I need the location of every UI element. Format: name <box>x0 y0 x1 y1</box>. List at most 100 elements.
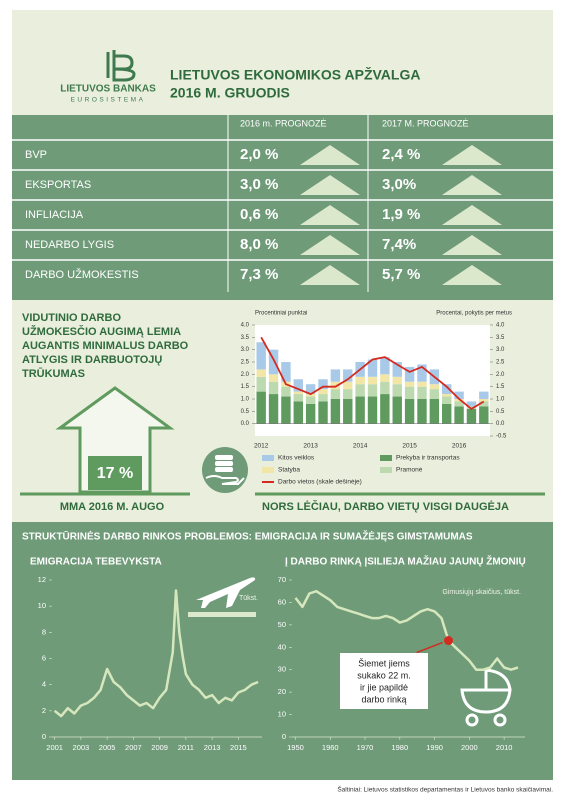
x-tick-label: 1990 <box>426 743 443 752</box>
forecast-value: 3,0 % <box>240 176 278 193</box>
bar-segment <box>479 399 489 402</box>
logo <box>106 50 136 82</box>
row-label: BVP <box>25 149 47 161</box>
forecast-value: 2,0 % <box>240 146 278 163</box>
y-tick-label: 1.5 <box>241 384 250 390</box>
bar-segment <box>417 399 427 424</box>
triangle <box>300 175 360 195</box>
triangle <box>442 205 502 225</box>
bar-segment <box>305 384 316 395</box>
column-header: 2016 m. PROGNOZĖ <box>240 118 327 128</box>
bar-segment <box>318 394 328 402</box>
bar-segment <box>442 396 452 404</box>
bar-segment <box>454 401 464 407</box>
bar-segment <box>268 394 279 424</box>
y2-tick-label: 1.5 <box>496 384 505 390</box>
bar-segment <box>380 394 390 424</box>
bar-segment <box>404 399 415 424</box>
bar-segment <box>429 389 440 399</box>
bar-segment <box>305 396 316 404</box>
y-tick-label: 6 <box>42 653 46 662</box>
bar-segment <box>479 406 489 424</box>
y-tick-label: 4 <box>42 680 46 689</box>
bar-segment <box>404 366 415 382</box>
bar-segment <box>417 381 427 387</box>
bar-segment <box>380 357 390 375</box>
bar-segment <box>367 396 378 424</box>
y-tick-label: 40 <box>278 642 286 651</box>
annotation-box <box>340 653 428 709</box>
row-label: INFLIACIJA <box>25 209 84 221</box>
forecast-value: 7,4% <box>382 236 416 253</box>
y-tick-label: 10 <box>38 601 46 610</box>
y2-tick-label: 2.0 <box>496 372 505 378</box>
plane <box>196 577 256 608</box>
triangle <box>442 175 502 195</box>
bar-segment <box>330 389 341 399</box>
legend-label: Darbo vietos (skale dešinėje) <box>278 479 362 486</box>
bar-segment <box>380 381 390 395</box>
y-tick-label: 3.0 <box>241 347 250 353</box>
y2-tick-label: 3.0 <box>496 347 505 353</box>
bar-segment <box>281 362 291 382</box>
legend-swatch <box>262 467 274 473</box>
y2-axis-label: Procentai, pokytis per metus <box>436 311 512 317</box>
logo-mark <box>106 50 136 82</box>
x-tick-label: 2010 <box>496 743 513 752</box>
chart-title: EMIGRACIJA TEBEVYKSTA <box>30 557 162 568</box>
bar-segment <box>355 396 365 424</box>
x-tick-label: 2013 <box>204 743 221 752</box>
bar-segment <box>330 381 341 390</box>
x-tick-label: 2009 <box>151 743 168 752</box>
bar-segment <box>367 384 378 397</box>
jobs-note: NORS LĖČIAU, DARBO VIETŲ VISGI DAUGĖJA <box>262 500 509 513</box>
bar-segment <box>380 374 390 382</box>
bar-segment <box>256 376 266 392</box>
y-axis-label: Tūkst. <box>239 595 258 602</box>
bar-segment <box>330 369 341 382</box>
header-bg <box>12 10 553 115</box>
column-header: 2017 M. PROGNOZĖ <box>382 118 469 128</box>
y-tick-label: 2 <box>42 706 46 715</box>
x-tick-label: 1980 <box>391 743 408 752</box>
pram-wheel <box>465 713 479 727</box>
y2-tick-label: 4.0 <box>496 323 505 329</box>
section-title: STRUKTŪRINĖS DARBO RINKOS PROBLEMOS: EMI… <box>22 530 473 543</box>
annotation-line: sukako 22 m. <box>357 670 411 680</box>
legend-swatch <box>262 455 274 461</box>
bar-segment <box>454 406 464 424</box>
y-tick-label: 60 <box>278 597 286 606</box>
legend-swatch <box>380 455 392 461</box>
x-tick-label: 1970 <box>357 743 374 752</box>
y2-tick-label: -0.5 <box>496 434 507 440</box>
highlight-point <box>443 636 453 646</box>
headline: TRŪKUMAS <box>22 368 85 380</box>
bar-segment <box>442 394 452 397</box>
headline: ATLYGIS IR DARBUOTOJŲ <box>22 354 162 366</box>
bar-segment <box>442 403 452 424</box>
bar-segment <box>293 391 303 395</box>
x-tick-label: 2015 <box>230 743 247 752</box>
triangle <box>300 145 360 165</box>
forecast-value: 2,4 % <box>382 146 420 163</box>
annotation-arrow <box>416 641 443 654</box>
x-tick-label: 2011 <box>178 743 194 752</box>
y-tick-label: 12 <box>38 575 46 584</box>
forecast-value: 3,0% <box>382 176 416 193</box>
arrow <box>55 386 175 494</box>
x-tick-label: 2014 <box>353 443 368 450</box>
bar-segment <box>355 376 365 385</box>
bar-segment <box>343 399 353 424</box>
bar-segment <box>268 374 279 382</box>
y-tick-label: 1.0 <box>241 397 250 403</box>
bar-segment <box>367 359 378 377</box>
y-tick-label: 8 <box>42 627 46 636</box>
x-tick-label: 2007 <box>125 743 142 752</box>
bar-segment <box>466 408 477 424</box>
x-tick-label: 1960 <box>322 743 339 752</box>
bar-segment <box>318 389 328 395</box>
line-series <box>260 336 485 410</box>
x-tick-label: 1950 <box>287 743 304 752</box>
bar-segment <box>343 369 353 382</box>
